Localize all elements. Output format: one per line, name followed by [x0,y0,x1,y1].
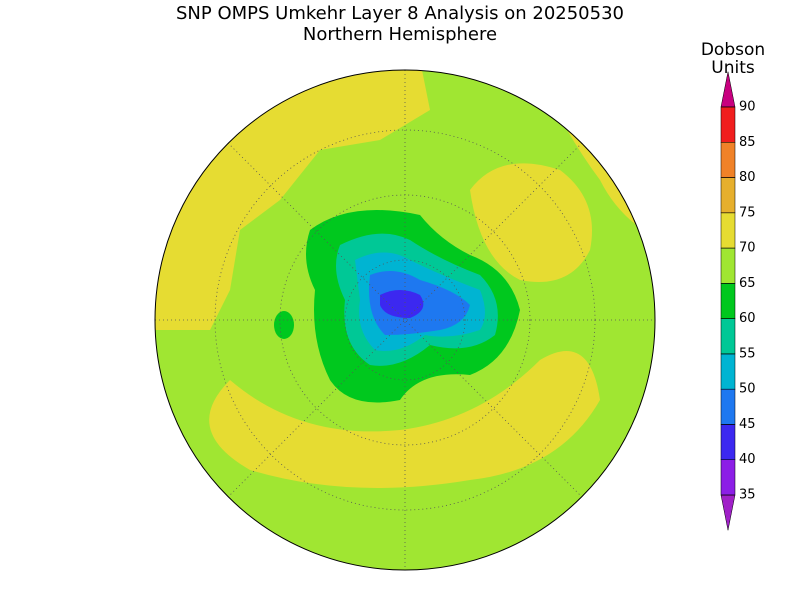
colorbar-band [720,142,736,178]
colorbar-band [720,388,736,425]
colorbar-label: 75 [739,205,756,220]
colorbar-band [720,318,736,355]
colorbar-label: 80 [739,170,756,185]
colorbar-label: 55 [739,346,756,361]
colorbar-title: Units [711,58,755,78]
colorbar-label: 60 [739,311,756,326]
colorbar-under [720,494,736,531]
colorbar-label: 50 [739,382,756,397]
colorbar-band [720,424,736,460]
colorbar-band [720,106,736,143]
contour-region [470,163,592,282]
map [155,70,655,570]
contour-region [209,351,600,488]
subtitle: Northern Hemisphere [303,24,497,45]
map-border [154,69,656,571]
colorbar-band [720,353,736,390]
colorbar-band [720,283,736,319]
colorbar-label: 35 [739,488,756,503]
title: SNP OMPS Umkehr Layer 8 Analysis on 2025… [176,3,624,24]
graticule [344,259,466,381]
colorbar-label: 85 [739,135,756,150]
colorbar-label: 40 [739,452,756,467]
contour-region [274,311,294,339]
colorbar-band [720,177,736,214]
colorbar-label: 65 [739,276,756,291]
contour-region [380,290,424,318]
colorbar-band [720,459,736,496]
colorbar-label: 90 [739,100,756,115]
colorbar-label: 45 [739,417,756,432]
colorbar-label: 70 [739,241,756,256]
colorbar-band [720,212,736,249]
colorbar-title: Dobson [701,40,765,60]
colorbar-band [720,247,736,284]
colorbar: Dobson Units 35 40 45 50 55 60 65 70 75 80 85 90 [701,40,765,531]
